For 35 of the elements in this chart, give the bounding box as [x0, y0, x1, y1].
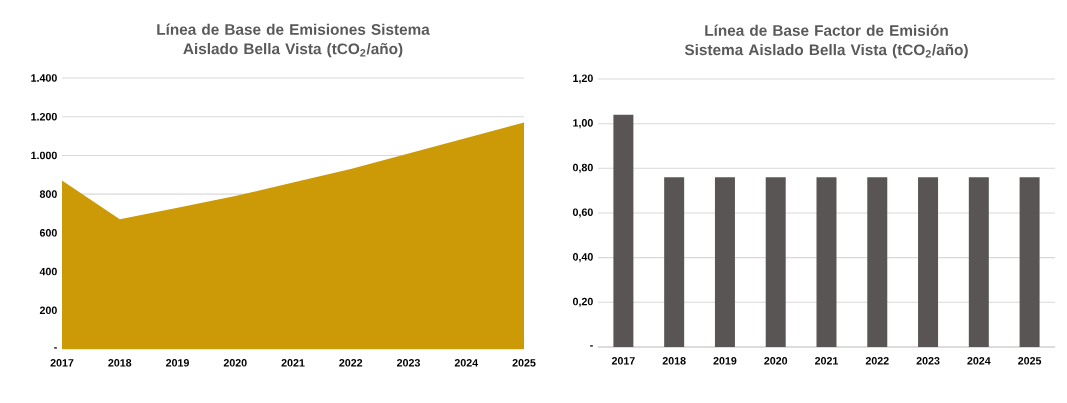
y-tick-label: 0,20 [572, 297, 593, 307]
y-tick-label: 600 [39, 229, 57, 237]
y-tick-label: 0,80 [572, 163, 593, 173]
x-tick-label: 2017 [50, 359, 74, 367]
y-tick-label: 1,00 [573, 119, 593, 129]
chart-title: Línea de Base Factor de Emisión Sistema Aislado Bella Vista (tCO$_{2}$/año) [684, 24, 968, 59]
x-tick-label: 2020 [223, 359, 247, 367]
x-tick-label: 2025 [512, 359, 536, 367]
x-tick-label: 2022 [339, 359, 363, 367]
y-tick-label: 0,60 [572, 208, 593, 218]
x-tick-label: 2017 [611, 357, 635, 365]
y-tick-label: 800 [39, 190, 57, 198]
x-tick-label: 2021 [815, 357, 839, 365]
x-tick-label: 2024 [454, 359, 479, 367]
x-tick-label: 2024 [967, 357, 991, 365]
chart-title: Línea de Base de Emisiones Sistema Aislado Bella Vista (tCO$_{2}$/año) [157, 23, 430, 58]
y-tick-label: 1.000 [31, 151, 57, 160]
y-tick-label: 0,40 [572, 253, 593, 263]
y-tick-label: 400 [39, 267, 57, 276]
x-tick-label: 2022 [865, 357, 889, 365]
y-tick-label: - [590, 345, 593, 347]
x-tick-label: 2018 [662, 357, 686, 365]
y-tick-label: 1,20 [573, 74, 593, 84]
x-tick-label: 2019 [166, 359, 189, 367]
y-tick-label: 1.200 [31, 112, 57, 121]
y-tick-label: 1.400 [31, 74, 57, 82]
x-tick-label: 2023 [916, 357, 940, 365]
x-tick-label: 2025 [1018, 357, 1042, 365]
x-tick-label: 2023 [397, 359, 420, 367]
x-tick-label: 2018 [108, 359, 132, 367]
x-tick-label: 2021 [281, 359, 305, 367]
x-tick-label: 2019 [713, 357, 737, 365]
y-tick-label: 200 [39, 306, 57, 315]
y-tick-label: - [54, 347, 57, 349]
x-tick-label: 2020 [764, 357, 788, 365]
